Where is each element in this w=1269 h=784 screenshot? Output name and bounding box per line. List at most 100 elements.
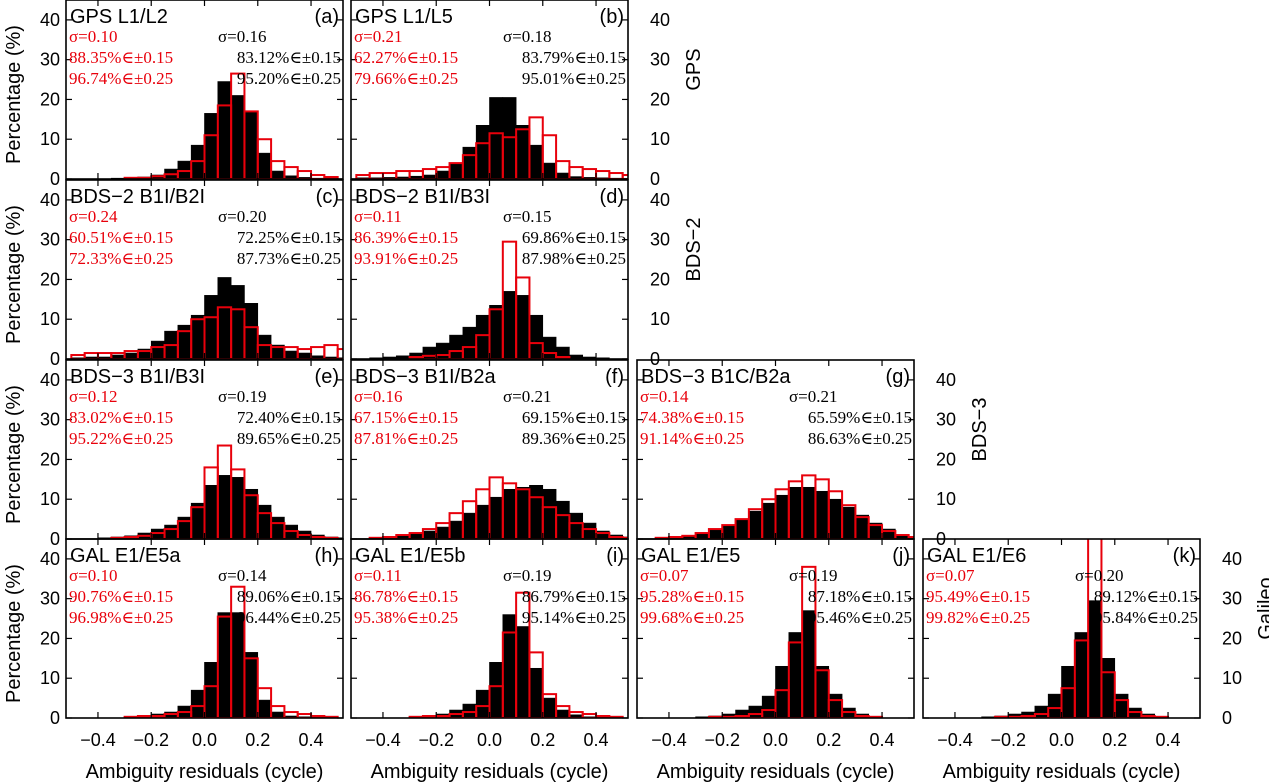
x-axis-title: Ambiguity residuals (cycle) bbox=[657, 761, 895, 783]
black-histogram-bar bbox=[555, 500, 570, 539]
x-tick-label: −0.2 bbox=[418, 730, 454, 750]
red-sigma: σ=0.12 bbox=[69, 387, 118, 406]
y-axis-title: Percentage (%) bbox=[3, 564, 25, 703]
panel-j: −0.4 −0.2 0.0 0.2 0.4 Ambiguity residuals (cy… bbox=[636, 538, 915, 783]
black-sigma: σ=0.20 bbox=[218, 207, 267, 226]
red-percent-025: 93.91%∈±0.25 bbox=[354, 249, 458, 268]
red-histogram-bar bbox=[1100, 671, 1116, 718]
x-tick-label: 0.4 bbox=[870, 730, 895, 750]
black-histogram-bar bbox=[449, 334, 464, 359]
y-tick-label-right: 0 bbox=[650, 169, 660, 189]
red-histogram-bar bbox=[555, 356, 571, 359]
panel-label: (a) bbox=[315, 6, 339, 28]
y-tick-label: 30 bbox=[40, 50, 60, 70]
black-percent-015: 65.59%∈±0.15 bbox=[808, 408, 912, 427]
red-percent-025: 96.98%∈±0.25 bbox=[69, 608, 173, 627]
black-histogram-bar bbox=[1047, 693, 1062, 718]
x-axis-title: Ambiguity residuals (cycle) bbox=[371, 761, 609, 783]
black-percent-025: 87.98%∈±0.25 bbox=[522, 249, 626, 268]
black-histogram-bar bbox=[748, 705, 763, 718]
y-tick-label: 40 bbox=[40, 190, 60, 210]
black-percent-025: 95.14%∈±0.25 bbox=[522, 608, 626, 627]
black-histogram-bar bbox=[788, 486, 803, 539]
bars-h bbox=[123, 585, 339, 718]
black-histogram-bar bbox=[569, 512, 584, 539]
black-histogram-bar bbox=[748, 510, 763, 539]
bars-a bbox=[110, 72, 339, 179]
panel-title: GPS L1/L5 bbox=[355, 6, 453, 28]
black-histogram-bar bbox=[257, 334, 272, 359]
red-sigma: σ=0.21 bbox=[354, 27, 403, 46]
x-tick-label: 0.0 bbox=[192, 730, 217, 750]
black-histogram-bar bbox=[515, 125, 530, 179]
y-tick-label-right: 40 bbox=[650, 10, 670, 30]
black-percent-015: 72.40%∈±0.15 bbox=[237, 408, 341, 427]
black-sigma: σ=0.20 bbox=[1075, 566, 1124, 585]
black-percent-015: 72.25%∈±0.15 bbox=[237, 228, 341, 247]
black-histogram-bar bbox=[204, 484, 219, 539]
black-percent-015: 69.86%∈±0.15 bbox=[522, 228, 626, 247]
black-percent-015: 87.18%∈±0.15 bbox=[808, 587, 912, 606]
panel-title: BDS−3 B1C/B2a bbox=[641, 366, 791, 388]
black-histogram-bar bbox=[230, 477, 245, 539]
x-tick-label: 0.2 bbox=[530, 730, 555, 750]
black-histogram-bar bbox=[815, 490, 830, 539]
y-tick-label: 30 bbox=[40, 230, 60, 250]
red-histogram-bar bbox=[256, 138, 273, 179]
y-tick-label: 0 bbox=[50, 708, 60, 728]
x-tick-label: −0.2 bbox=[990, 730, 1026, 750]
black-histogram-bar bbox=[788, 632, 803, 718]
panel-label: (d) bbox=[600, 186, 624, 208]
black-histogram-bar bbox=[1127, 707, 1142, 718]
panel-label: (f) bbox=[605, 366, 624, 388]
panel-h: 0 10 20 30 40 Percentage (%) −0.4 −0.2 0.0 0.2 0.4… bbox=[3, 538, 344, 783]
black-histogram-bar bbox=[515, 486, 530, 539]
red-histogram-bar bbox=[814, 669, 830, 718]
black-histogram-bar bbox=[489, 496, 504, 539]
panel-i: −0.4 −0.2 0.0 0.2 0.4 Ambiguity residuals (cy… bbox=[350, 538, 629, 783]
black-percent-025: 95.84%∈±0.25 bbox=[1094, 608, 1198, 627]
panel-label: (g) bbox=[886, 366, 910, 388]
panel-title: BDS−3 B1I/B2a bbox=[355, 366, 497, 388]
red-percent-025: 95.38%∈±0.25 bbox=[354, 608, 458, 627]
black-histogram-bar bbox=[230, 95, 245, 179]
panel-title: BDS−3 B1I/B3I bbox=[70, 366, 205, 388]
black-histogram-bar bbox=[775, 494, 790, 539]
red-histogram-bar bbox=[283, 711, 299, 718]
x-tick-label: −0.2 bbox=[133, 730, 169, 750]
black-histogram-bar bbox=[230, 612, 245, 718]
black-histogram-bar bbox=[502, 291, 517, 359]
black-histogram-bar bbox=[284, 350, 299, 359]
red-percent-015: 83.02%∈±0.15 bbox=[69, 408, 173, 427]
red-histogram-bar bbox=[608, 172, 624, 179]
x-axis-title: Ambiguity residuals (cycle) bbox=[86, 761, 324, 783]
row-label: BDS−3 bbox=[969, 398, 991, 462]
black-histogram-bar bbox=[257, 504, 272, 539]
x-tick-label: −0.2 bbox=[704, 730, 740, 750]
black-histogram-bar bbox=[422, 530, 437, 539]
row-label: GPS bbox=[683, 48, 705, 90]
black-histogram-bar bbox=[217, 475, 232, 539]
red-percent-025: 95.22%∈±0.25 bbox=[69, 429, 173, 448]
y-tick-label-right: 40 bbox=[936, 370, 956, 390]
panel-label: (b) bbox=[600, 6, 624, 28]
black-percent-015: 69.15%∈±0.15 bbox=[522, 408, 626, 427]
black-histogram-bar bbox=[244, 111, 259, 179]
black-sigma: σ=0.15 bbox=[503, 207, 552, 226]
y-tick-label-right: 30 bbox=[936, 410, 956, 430]
red-percent-015: 67.15%∈±0.15 bbox=[354, 408, 458, 427]
black-histogram-bar bbox=[1074, 632, 1089, 718]
bars-i bbox=[408, 591, 624, 718]
red-sigma: σ=0.07 bbox=[926, 566, 975, 585]
bars-d bbox=[369, 240, 610, 359]
panel-title: GAL E1/E5b bbox=[355, 545, 465, 567]
y-tick-label-right: 40 bbox=[650, 190, 670, 210]
red-sigma: σ=0.07 bbox=[640, 566, 689, 585]
black-histogram-bar bbox=[475, 689, 490, 718]
panel-label: (e) bbox=[315, 366, 339, 388]
red-percent-025: 72.33%∈±0.25 bbox=[69, 249, 173, 268]
x-tick-label: −0.4 bbox=[937, 730, 973, 750]
black-histogram-bar bbox=[489, 97, 504, 179]
x-tick-label: 0.0 bbox=[477, 730, 502, 750]
